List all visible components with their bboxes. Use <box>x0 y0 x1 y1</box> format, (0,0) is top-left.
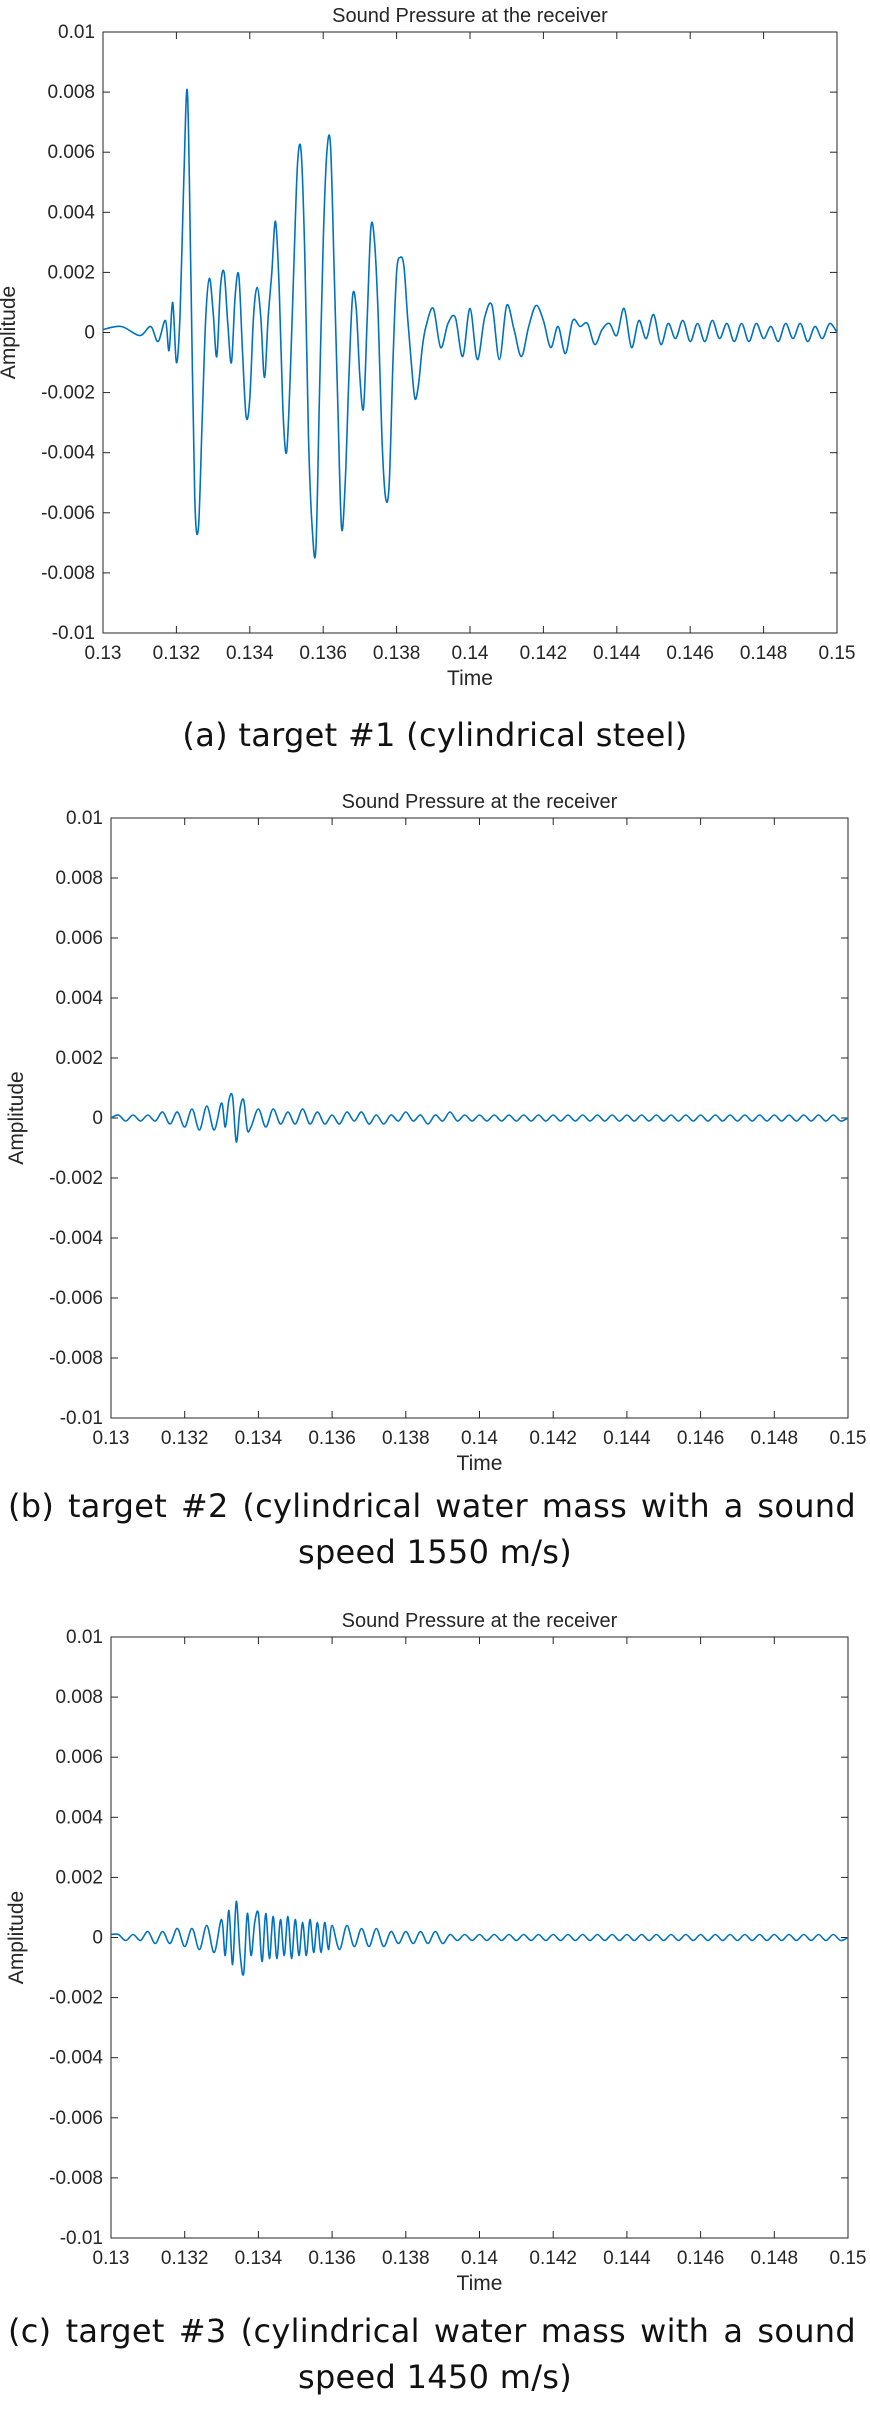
chart-c: Sound Pressure at the receiver 0.13 0.132 0… <box>5 1610 867 2295</box>
y-tick-label: -0.004 <box>49 1228 103 1249</box>
series-line-0 <box>110 1900 849 1976</box>
caption-b-second: speed 1550 m/s) <box>0 1529 870 1575</box>
y-tick-label: -0.01 <box>60 2228 103 2249</box>
y-tick-label: -0.006 <box>41 503 95 524</box>
figure-c: Sound Pressure at the receiver 0.13 0.132 0… <box>0 1598 870 2418</box>
y-tick-label: 0.004 <box>55 988 103 1009</box>
y-tick-label: 0.002 <box>55 1048 103 1069</box>
plot-area-border <box>110 1636 849 2239</box>
x-tick-label: 0.132 <box>161 1428 209 1449</box>
x-tick-label: 0.142 <box>529 2248 577 2269</box>
x-tick-label: 0.144 <box>593 643 641 664</box>
caption-b-line1: (b) target #2 (cylindrical water mass wi… <box>8 1487 856 1525</box>
y-tick-label: -0.01 <box>52 623 95 644</box>
y-tick-label: 0 <box>92 1928 103 1949</box>
x-tick-label: 0.148 <box>751 1428 799 1449</box>
x-tick-label: 0.138 <box>382 2248 430 2269</box>
y-tick-label: 0.002 <box>47 262 95 283</box>
x-tick-label: 0.134 <box>235 2248 283 2269</box>
y-tick-label: -0.002 <box>41 383 95 404</box>
y-tick-label: -0.006 <box>49 1288 103 1309</box>
x-axis-label: Time <box>457 1452 503 1475</box>
x-tick-label: 0.148 <box>740 643 788 664</box>
y-tick-label: 0.008 <box>47 82 95 103</box>
x-tick-label: 0.136 <box>299 643 347 664</box>
caption-c: (c) target #3 (cylindrical water mass wi… <box>8 2308 856 2354</box>
caption-b-line2: speed 1550 m/s) <box>297 1533 573 1571</box>
series-line-0 <box>110 1092 849 1143</box>
x-tick-label: 0.142 <box>520 643 568 664</box>
y-tick-label: 0.006 <box>55 1747 103 1768</box>
y-tick-label: 0.002 <box>55 1867 103 1888</box>
y-tick-label: -0.002 <box>49 1168 103 1189</box>
y-tick-label: 0.004 <box>47 202 95 223</box>
chart-a: Sound Pressure at the receiver 0.13 0.132 0… <box>0 5 856 690</box>
chart-title: Sound Pressure at the receiver <box>342 791 618 813</box>
figure-b: Sound Pressure at the receiver 0.13 0.132 0… <box>0 778 870 1593</box>
caption-a-line1: (a) target #1 (cylindrical steel) <box>182 716 688 754</box>
x-tick-label: 0.144 <box>603 2248 651 2269</box>
x-axis-label: Time <box>457 2272 503 2295</box>
x-tick-label: 0.134 <box>226 643 274 664</box>
caption-c-line2: speed 1450 m/s) <box>297 2358 573 2396</box>
series-line-0 <box>102 88 838 559</box>
x-tick-label: 0.138 <box>373 643 421 664</box>
caption-b: (b) target #2 (cylindrical water mass wi… <box>8 1483 856 1529</box>
y-tick-label: 0.01 <box>66 1627 103 1648</box>
x-tick-label: 0.146 <box>677 2248 725 2269</box>
x-tick-label: 0.142 <box>529 1428 577 1449</box>
chart-title: Sound Pressure at the receiver <box>332 5 608 27</box>
x-tick-label: 0.13 <box>93 2248 130 2269</box>
x-tick-label: 0.134 <box>235 1428 283 1449</box>
x-tick-label: 0.148 <box>751 2248 799 2269</box>
y-tick-label: -0.008 <box>41 563 95 584</box>
chart-title: Sound Pressure at the receiver <box>342 1610 618 1632</box>
y-tick-label: -0.002 <box>49 1988 103 2009</box>
x-tick-label: 0.136 <box>308 2248 356 2269</box>
y-tick-label: 0.004 <box>55 1807 103 1828</box>
x-tick-label: 0.15 <box>819 643 856 664</box>
plot-area-border <box>110 817 849 1419</box>
y-tick-label: 0.008 <box>55 868 103 889</box>
x-tick-label: 0.144 <box>603 1428 651 1449</box>
y-tick-label: 0.008 <box>55 1687 103 1708</box>
x-tick-label: 0.132 <box>153 643 201 664</box>
x-tick-label: 0.15 <box>830 2248 867 2269</box>
x-tick-label: 0.15 <box>830 1428 867 1449</box>
chart-b: Sound Pressure at the receiver 0.13 0.132 0… <box>5 791 867 1475</box>
x-tick-label: 0.132 <box>161 2248 209 2269</box>
x-tick-label: 0.13 <box>85 643 122 664</box>
y-tick-label: 0 <box>92 1108 103 1129</box>
caption-c-line1: (c) target #3 (cylindrical water mass wi… <box>8 2312 856 2350</box>
y-axis-label: Amplitude <box>5 1891 28 1984</box>
x-tick-label: 0.146 <box>677 1428 725 1449</box>
plot-area-border <box>102 31 838 634</box>
y-tick-label: 0.01 <box>58 22 95 43</box>
figure-a: Sound Pressure at the receiver 0.13 0.132 0… <box>0 0 870 770</box>
y-tick-label: -0.008 <box>49 1348 103 1369</box>
x-tick-label: 0.13 <box>93 1428 130 1449</box>
y-axis-label: Amplitude <box>0 286 20 379</box>
x-tick-label: 0.14 <box>452 643 489 664</box>
y-tick-label: 0.006 <box>55 928 103 949</box>
y-tick-label: 0.006 <box>47 142 95 163</box>
y-tick-label: -0.004 <box>49 2048 103 2069</box>
y-tick-label: 0 <box>84 323 95 344</box>
x-tick-label: 0.14 <box>461 1428 498 1449</box>
y-tick-label: -0.006 <box>49 2108 103 2129</box>
y-tick-label: 0.01 <box>66 808 103 829</box>
x-tick-label: 0.138 <box>382 1428 430 1449</box>
y-tick-label: -0.008 <box>49 2168 103 2189</box>
y-tick-label: -0.01 <box>60 1408 103 1429</box>
x-tick-label: 0.14 <box>461 2248 498 2269</box>
x-tick-label: 0.136 <box>308 1428 356 1449</box>
x-axis-label: Time <box>447 667 493 690</box>
caption-a: (a) target #1 (cylindrical steel) <box>0 712 870 758</box>
y-tick-label: -0.004 <box>41 443 95 464</box>
y-axis-label: Amplitude <box>5 1071 28 1164</box>
caption-c-second: speed 1450 m/s) <box>0 2354 870 2400</box>
x-tick-label: 0.146 <box>666 643 714 664</box>
